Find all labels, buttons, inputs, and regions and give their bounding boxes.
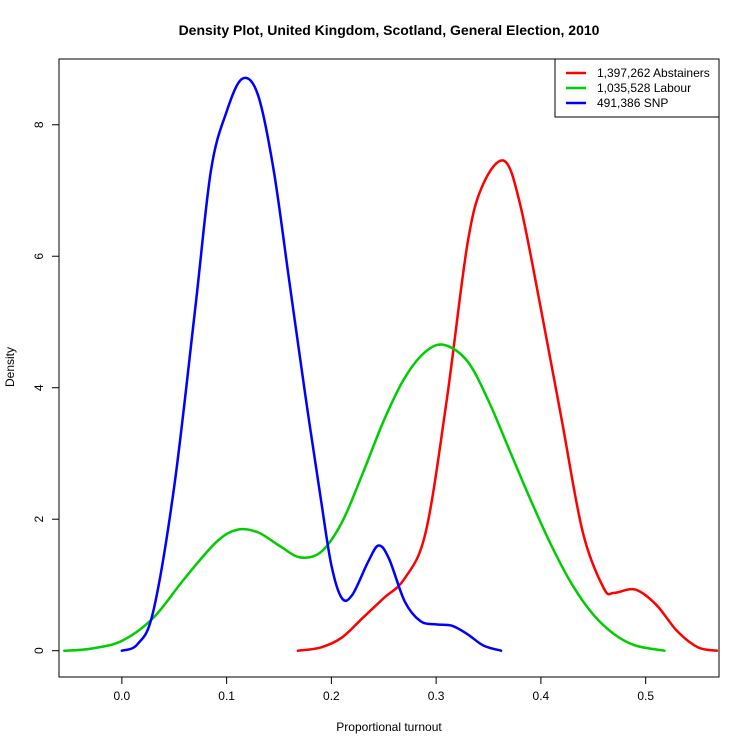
series-line-2 [120,76,503,652]
legend-label-1: 1,035,528 Labour [597,81,691,95]
y-tick-label: 8 [32,121,46,128]
series-layer [62,76,719,652]
x-tick-label: 0.2 [323,689,340,703]
x-axis: 0.0 0.1 0.2 0.3 0.4 0.5 [114,677,654,703]
series-line-0 [296,159,719,652]
y-tick-label: 6 [32,253,46,260]
y-tick-label: 2 [32,516,46,523]
x-axis-label: Proportional turnout [336,720,442,734]
y-axis: 0 2 4 6 8 [32,121,59,654]
series-line-1 [62,343,666,652]
x-tick-label: 0.0 [114,689,131,703]
chart-title: Density Plot, United Kingdom, Scotland, … [179,22,600,38]
x-tick-label: 0.4 [533,689,550,703]
y-tick-label: 0 [32,647,46,654]
x-tick-label: 0.1 [218,689,235,703]
legend-label-0: 1,397,262 Abstainers [597,66,710,80]
legend-label-2: 491,386 SNP [597,96,668,110]
y-axis-label: Density [3,347,17,387]
x-tick-label: 0.3 [428,689,445,703]
y-tick-label: 4 [32,384,46,391]
plot-area [58,58,720,678]
x-tick-label: 0.5 [637,689,654,703]
